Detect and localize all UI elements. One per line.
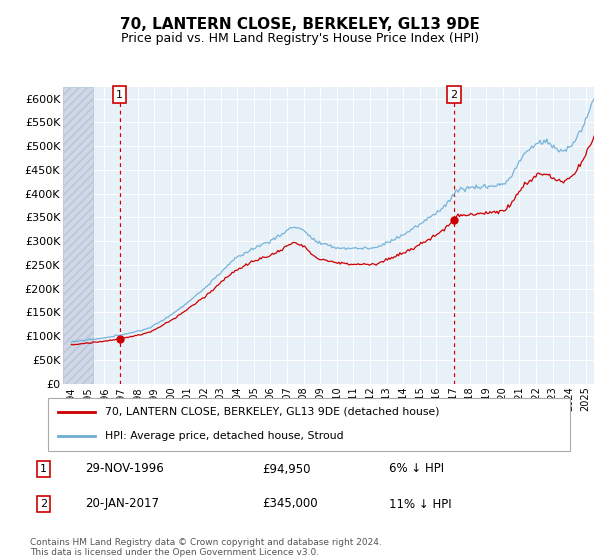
Text: HPI: Average price, detached house, Stroud: HPI: Average price, detached house, Stro… xyxy=(106,431,344,441)
Text: 70, LANTERN CLOSE, BERKELEY, GL13 9DE: 70, LANTERN CLOSE, BERKELEY, GL13 9DE xyxy=(120,17,480,32)
Text: 70, LANTERN CLOSE, BERKELEY, GL13 9DE (detached house): 70, LANTERN CLOSE, BERKELEY, GL13 9DE (d… xyxy=(106,407,440,417)
Text: £345,000: £345,000 xyxy=(262,497,317,511)
Text: 29-NOV-1996: 29-NOV-1996 xyxy=(85,463,164,475)
Text: 20-JAN-2017: 20-JAN-2017 xyxy=(85,497,159,511)
Text: 1: 1 xyxy=(40,464,47,474)
Text: £94,950: £94,950 xyxy=(262,463,310,475)
FancyBboxPatch shape xyxy=(48,398,570,451)
Text: Price paid vs. HM Land Registry's House Price Index (HPI): Price paid vs. HM Land Registry's House … xyxy=(121,32,479,45)
Text: 1: 1 xyxy=(116,90,123,100)
Text: 6% ↓ HPI: 6% ↓ HPI xyxy=(389,463,444,475)
Text: 2: 2 xyxy=(40,499,47,509)
Text: 11% ↓ HPI: 11% ↓ HPI xyxy=(389,497,451,511)
Text: Contains HM Land Registry data © Crown copyright and database right 2024.
This d: Contains HM Land Registry data © Crown c… xyxy=(30,538,382,557)
Text: 2: 2 xyxy=(450,90,457,100)
Polygon shape xyxy=(63,87,93,384)
